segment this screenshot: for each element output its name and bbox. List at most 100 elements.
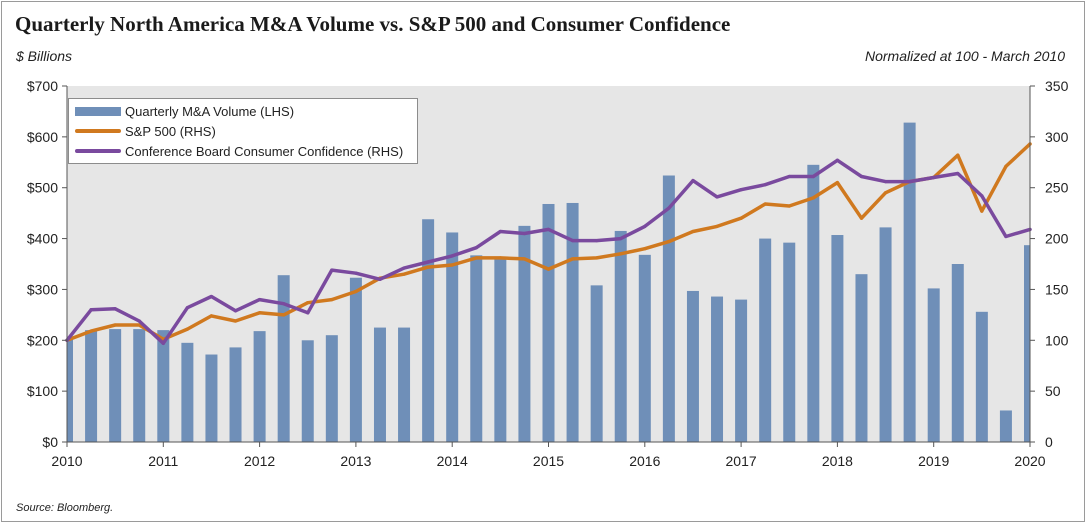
bar-mna-volume [253, 331, 266, 442]
bar-mna-volume [157, 330, 170, 442]
right-axis-tick-label: 200 [1045, 231, 1069, 247]
point-sp500 [498, 256, 502, 260]
x-axis-tick-label: 2016 [629, 453, 660, 469]
bar-mna-volume [735, 299, 748, 442]
point-sp500 [185, 327, 189, 331]
bar-mna-volume [927, 288, 940, 442]
point-sp500 [113, 323, 117, 327]
bar-mna-volume [301, 340, 314, 442]
bar-mna-volume [398, 327, 411, 442]
point-sp500 [402, 272, 406, 276]
point-sp500 [306, 301, 310, 305]
point-sp500 [859, 216, 864, 220]
bar-mna-volume [446, 232, 459, 442]
point-confidence [330, 268, 334, 272]
point-sp500 [643, 247, 647, 251]
point-sp500 [522, 257, 527, 261]
legend-swatch-confidence [75, 149, 121, 153]
right-axis-tick-label: 0 [1045, 434, 1053, 450]
right-axis-note: Normalized at 100 - March 2010 [865, 48, 1065, 64]
bar-mna-volume [879, 227, 892, 442]
point-confidence [691, 178, 695, 183]
point-sp500 [691, 229, 695, 234]
bar-mna-volume [349, 277, 362, 442]
chart-legend: Quarterly M&A Volume (LHS) S&P 500 (RHS)… [68, 98, 418, 164]
bar-mna-volume [662, 175, 675, 442]
point-sp500 [883, 191, 888, 195]
point-sp500 [330, 298, 334, 302]
point-sp500 [715, 224, 719, 228]
bar-mna-volume [494, 257, 507, 442]
bar-mna-volume [325, 335, 338, 442]
bar-mna-volume [759, 238, 772, 442]
point-sp500 [835, 181, 840, 185]
point-confidence [932, 175, 936, 180]
point-sp500 [354, 289, 358, 294]
x-axis-tick-label: 2018 [822, 453, 853, 469]
point-confidence [378, 277, 382, 281]
point-sp500 [450, 263, 454, 267]
bar-mna-volume [518, 225, 531, 442]
point-confidence [980, 194, 984, 198]
point-sp500 [739, 216, 743, 220]
point-sp500 [282, 313, 286, 317]
chart-title: Quarterly North America M&A Volume vs. S… [15, 12, 731, 36]
point-confidence [883, 180, 888, 184]
point-confidence [643, 224, 647, 228]
point-confidence [595, 239, 599, 243]
point-confidence [185, 306, 189, 310]
bar-mna-volume [831, 235, 844, 442]
left-axis-tick-label: $200 [27, 332, 58, 348]
point-confidence [1004, 234, 1008, 239]
point-sp500 [787, 204, 791, 208]
point-confidence [402, 266, 406, 270]
point-confidence [739, 188, 743, 192]
bar-mna-volume [855, 274, 868, 442]
bar-mna-volume [1024, 245, 1030, 442]
bar-mna-volume [975, 311, 988, 442]
point-confidence [113, 307, 117, 311]
point-confidence [450, 254, 454, 258]
left-axis-tick-label: $700 [27, 78, 58, 94]
x-axis-tick-label: 2011 [148, 453, 178, 469]
point-sp500 [233, 319, 238, 323]
bar-mna-volume [903, 122, 916, 443]
point-confidence [137, 319, 141, 323]
x-axis-tick-label: 2012 [244, 453, 275, 469]
point-confidence [233, 309, 238, 313]
point-confidence [209, 294, 214, 299]
legend-label-sp500: S&P 500 (RHS) [125, 123, 216, 139]
right-axis-tick-label: 250 [1045, 180, 1069, 196]
bar-mna-volume [229, 347, 242, 442]
bar-mna-volume [133, 329, 146, 442]
point-sp500 [595, 256, 599, 260]
x-axis-tick-label: 2013 [340, 453, 371, 469]
point-confidence [956, 171, 960, 176]
right-axis-tick-label: 100 [1045, 332, 1069, 348]
point-confidence [258, 298, 262, 302]
bar-mna-volume [686, 290, 699, 442]
left-axis-tick-label: $0 [42, 434, 58, 450]
point-confidence [835, 158, 840, 162]
legend-item-mna: Quarterly M&A Volume (LHS) [75, 101, 294, 121]
legend-item-sp500: S&P 500 (RHS) [75, 121, 216, 141]
point-confidence [908, 180, 912, 184]
point-confidence [763, 183, 767, 187]
bar-mna-volume [542, 203, 555, 442]
bar-mna-volume [109, 329, 122, 442]
right-axis-tick-label: 350 [1045, 78, 1069, 94]
point-confidence [546, 227, 551, 232]
bar-mna-volume [85, 330, 98, 442]
point-sp500 [956, 153, 960, 157]
legend-label-confidence: Conference Board Consumer Confidence (RH… [125, 143, 404, 159]
point-sp500 [980, 209, 984, 213]
point-confidence [570, 239, 575, 243]
bar-mna-volume [470, 255, 483, 442]
left-axis-tick-label: $500 [27, 180, 58, 196]
x-axis-tick-label: 2014 [437, 453, 468, 469]
legend-swatch-sp500 [75, 129, 121, 133]
point-sp500 [546, 267, 551, 271]
point-confidence [426, 260, 430, 264]
